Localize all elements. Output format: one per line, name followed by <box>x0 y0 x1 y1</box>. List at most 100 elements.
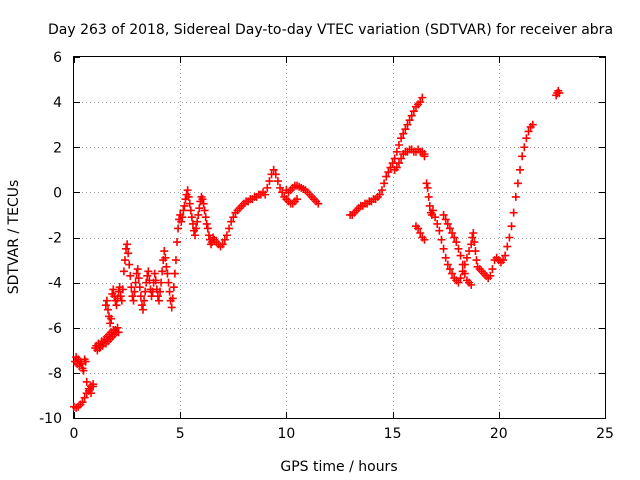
data-point <box>452 238 461 247</box>
data-point <box>454 244 463 253</box>
data-point <box>269 165 278 174</box>
data-point <box>456 251 465 260</box>
data-point <box>133 265 142 274</box>
data-point <box>81 357 90 366</box>
data-point <box>184 192 193 201</box>
data-point <box>169 283 178 292</box>
data-point <box>263 183 272 192</box>
data-point <box>128 292 137 301</box>
data-point <box>102 296 111 305</box>
data-point <box>200 206 209 215</box>
data-point <box>520 143 529 152</box>
data-point <box>445 265 454 274</box>
data-point <box>124 249 133 258</box>
data-point <box>505 233 514 242</box>
data-point <box>160 247 169 256</box>
data-point <box>140 296 149 305</box>
data-point <box>467 280 476 289</box>
data-point <box>276 183 285 192</box>
x-tick-label: 20 <box>490 426 508 442</box>
data-point <box>136 292 145 301</box>
y-tick-label: -4 <box>48 276 62 292</box>
data-point <box>107 314 116 323</box>
x-tick-label: 15 <box>384 426 402 442</box>
data-point <box>509 208 518 217</box>
data-point <box>112 301 121 310</box>
y-tick-label: -8 <box>48 366 62 382</box>
data-point <box>384 168 393 177</box>
data-point <box>77 359 86 368</box>
data-point <box>424 192 433 201</box>
data-point <box>137 301 146 310</box>
data-point <box>114 328 123 337</box>
data-point <box>293 195 302 204</box>
data-point <box>148 287 157 296</box>
data-point <box>89 382 98 391</box>
data-point <box>460 269 469 278</box>
data-point <box>471 247 480 256</box>
data-point <box>443 260 452 269</box>
data-point <box>168 294 177 303</box>
data-point <box>261 190 270 199</box>
data-point <box>165 287 174 296</box>
data-point <box>501 251 510 260</box>
chart-title: Day 263 of 2018, Sidereal Day-to-day VTE… <box>48 22 613 38</box>
data-point <box>163 269 172 278</box>
data-point <box>377 186 386 195</box>
data-point <box>416 228 425 237</box>
data-point <box>188 219 197 228</box>
data-point <box>119 267 128 276</box>
data-point <box>123 240 132 249</box>
data-point <box>399 129 408 138</box>
data-point <box>470 238 479 247</box>
x-tick-label: 5 <box>176 426 185 442</box>
data-point <box>380 179 389 188</box>
data-point <box>448 269 457 278</box>
data-point <box>443 219 452 228</box>
data-point <box>456 274 465 283</box>
data-point <box>156 287 165 296</box>
data-point <box>420 235 429 244</box>
data-point <box>201 213 210 222</box>
y-axis-label: SDTVAR / TECUs <box>6 180 22 295</box>
data-point <box>131 278 140 287</box>
data-point <box>106 319 115 328</box>
data-point <box>403 120 412 129</box>
data-points <box>70 86 564 412</box>
data-point <box>153 292 162 301</box>
data-point <box>154 296 163 305</box>
data-point <box>109 285 118 294</box>
data-point <box>157 278 166 287</box>
data-point <box>194 210 203 219</box>
data-point <box>117 296 126 305</box>
data-point <box>120 256 129 265</box>
data-point <box>178 213 187 222</box>
y-tick-label: -2 <box>48 231 62 247</box>
data-point <box>143 271 152 280</box>
data-point <box>130 287 139 296</box>
y-tick-label: 4 <box>53 95 62 111</box>
data-point <box>488 265 497 274</box>
data-point <box>428 206 437 215</box>
data-point <box>204 231 213 240</box>
data-point <box>151 276 160 285</box>
data-point <box>445 224 454 233</box>
x-tick-label: 10 <box>277 426 295 442</box>
data-point <box>405 116 414 125</box>
data-point <box>218 240 227 249</box>
y-tick-label: -6 <box>48 321 62 337</box>
data-point <box>555 89 564 98</box>
data-point <box>511 192 520 201</box>
data-point <box>113 323 122 332</box>
data-point <box>439 210 448 219</box>
data-point <box>439 244 448 253</box>
data-point <box>193 217 202 226</box>
data-point <box>441 215 450 224</box>
data-point <box>116 292 125 301</box>
data-point <box>134 274 143 283</box>
y-tick-label: 0 <box>53 185 62 201</box>
data-point <box>79 366 88 375</box>
data-point <box>158 267 167 276</box>
data-point <box>518 152 527 161</box>
